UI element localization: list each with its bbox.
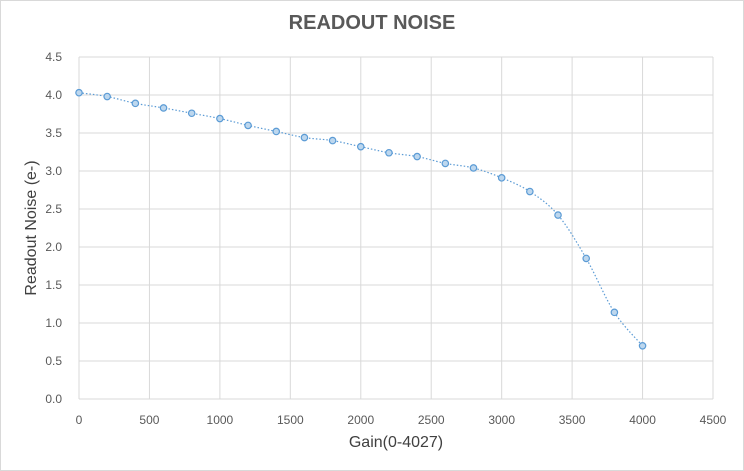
data-point xyxy=(582,254,591,263)
x-axis-ticks: 0 500 1000 1500 2000 2500 3000 3500 4000 4500 xyxy=(76,413,727,427)
y-tick-label: 0.5 xyxy=(45,354,62,368)
data-point xyxy=(469,164,478,172)
y-tick-label: 3.5 xyxy=(45,126,62,140)
data-point xyxy=(638,341,647,350)
y-tick-label: 4.0 xyxy=(45,88,62,102)
x-tick-label: 2500 xyxy=(418,413,445,427)
y-tick-label: 1.5 xyxy=(45,278,62,292)
y-tick-label: 4.5 xyxy=(45,50,62,64)
data-point xyxy=(187,109,196,118)
x-tick-label: 1500 xyxy=(277,413,304,427)
data-point xyxy=(413,152,421,161)
data-point xyxy=(272,127,281,136)
x-tick-label: 4500 xyxy=(700,413,727,427)
data-point xyxy=(216,114,224,123)
x-tick-label: 500 xyxy=(139,413,159,427)
data-point xyxy=(103,92,111,101)
x-tick-label: 2000 xyxy=(347,413,374,427)
x-tick-label: 4000 xyxy=(629,413,656,427)
data-point xyxy=(328,136,337,145)
x-tick-label: 3000 xyxy=(488,413,515,427)
gridlines xyxy=(78,56,714,400)
chart-title: READOUT NOISE xyxy=(288,12,456,34)
x-tick-label: 3500 xyxy=(559,413,586,427)
x-tick-label: 0 xyxy=(76,413,83,427)
y-tick-label: 0.0 xyxy=(45,392,62,406)
data-point xyxy=(159,104,168,112)
data-point xyxy=(300,133,309,142)
y-tick-label: 3.0 xyxy=(45,164,62,178)
y-tick-label: 2.5 xyxy=(45,202,62,216)
data-points xyxy=(75,88,647,350)
data-point xyxy=(75,88,83,97)
data-point xyxy=(385,148,393,157)
data-point xyxy=(441,159,450,168)
data-point xyxy=(131,99,140,108)
data-point xyxy=(610,308,619,317)
y-axis-ticks: 0.0 0.5 1.0 1.5 2.0 2.5 3.0 3.5 4.0 4.5 xyxy=(45,50,62,406)
y-tick-label: 2.0 xyxy=(45,240,62,254)
data-point xyxy=(554,211,562,219)
data-point xyxy=(526,187,534,196)
x-axis-title: Gain(0-4027) xyxy=(349,434,443,451)
data-point xyxy=(497,174,506,182)
y-tick-label: 1.0 xyxy=(45,316,62,330)
data-point xyxy=(356,142,365,151)
y-axis-title: Readout Noise (e-) xyxy=(23,160,40,295)
data-point xyxy=(244,121,252,130)
x-tick-label: 1000 xyxy=(207,413,234,427)
